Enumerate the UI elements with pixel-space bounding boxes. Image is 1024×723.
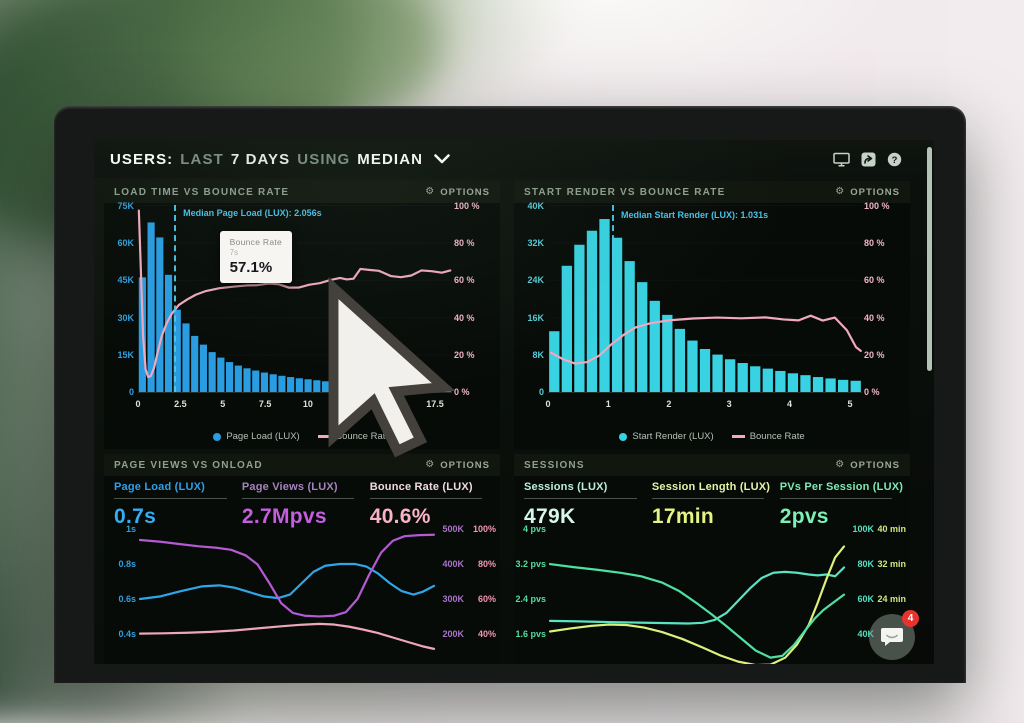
median-annotation: Median Start Render (LUX): 1.031s: [621, 210, 769, 220]
chat-bubble-icon: [881, 628, 903, 646]
panel-start-render: START RENDER VS BOUNCE RATE ⚙ OPTIONS 40K…: [514, 181, 910, 449]
y-axis-right: 100K 40 min 80K 32 min 60K 24 min 40K: [852, 524, 906, 639]
legend: Page Load (LUX) Bounce Rate: [104, 431, 500, 442]
help-icon[interactable]: ?: [887, 152, 902, 167]
options-button[interactable]: ⚙ OPTIONS: [425, 459, 490, 471]
y-axis-left: 40K 32K 24K 16K 8K 0: [527, 201, 544, 397]
scrollbar[interactable]: [927, 147, 932, 371]
share-icon[interactable]: [861, 152, 876, 167]
page-views-chart[interactable]: [140, 526, 434, 664]
y-axis-right: 100 % 80 % 60 % 40 % 20 % 0 %: [454, 201, 480, 397]
median-line: [174, 205, 177, 392]
bounce-rate-tooltip: Bounce Rate 7s 57.1%: [219, 231, 293, 283]
load-time-chart[interactable]: Median Page Load (LUX): 2.056s Bounce Ra…: [138, 205, 455, 458]
start-render-chart[interactable]: Median Start Render (LUX): 1.031s: [548, 205, 862, 393]
svg-text:?: ?: [892, 154, 898, 165]
display-icon[interactable]: [833, 152, 850, 167]
legend: Start Render (LUX) Bounce Rate: [514, 431, 910, 442]
metric-page-load[interactable]: Page Load (LUX) 0.7s: [114, 481, 242, 529]
panel-page-views: PAGE VIEWS VS ONLOAD ⚙ OPTIONS Page Load …: [104, 454, 500, 664]
legend-bounce-rate[interactable]: Bounce Rate: [317, 431, 391, 442]
metric-sessions[interactable]: Sessions (LUX) 479K: [524, 481, 652, 529]
legend-start-render[interactable]: Start Render (LUX): [619, 431, 714, 442]
app-header: USERS: LAST 7 DAYS USING MEDIAN ?: [94, 140, 934, 178]
panel-title: LOAD TIME VS BOUNCE RATE: [114, 186, 290, 198]
metrics-row: Sessions (LUX) 479K Session Length (LUX)…: [524, 481, 908, 529]
y-axis-right: 100 % 80 % 60 % 40 % 20 % 0 %: [864, 201, 890, 397]
y-axis-left: 75K 60K 45K 30K 15K 0: [117, 201, 134, 397]
y-axis-left: 1s 0.8s 0.6s 0.4s: [118, 524, 136, 639]
days-label: 7 DAYS: [230, 150, 291, 168]
panel-load-time: LOAD TIME VS BOUNCE RATE ⚙ OPTIONS 75K 60K…: [104, 181, 500, 458]
metric-session-length[interactable]: Session Length (LUX) 17min: [651, 481, 771, 528]
legend-page-load[interactable]: Page Load (LUX): [213, 431, 300, 442]
metric-pvs-per-session[interactable]: PVs Per Session (LUX) 2pvs: [779, 481, 904, 528]
chat-widget-button[interactable]: 4: [869, 610, 919, 660]
notification-badge: 4: [902, 610, 919, 627]
users-label: USERS:: [110, 150, 174, 168]
metric-page-views[interactable]: Page Views (LUX) 2.7Mpvs: [241, 481, 370, 529]
chevron-down-icon[interactable]: [434, 154, 450, 164]
options-button[interactable]: ⚙ OPTIONS: [425, 186, 490, 198]
panel-title: SESSIONS: [524, 459, 585, 471]
legend-bounce-rate[interactable]: Bounce Rate: [731, 431, 805, 442]
panel-sessions: SESSIONS ⚙ OPTIONS Sessions (LUX) 479K Se…: [514, 454, 910, 664]
gear-icon: ⚙: [425, 459, 436, 470]
metric-bounce-rate[interactable]: Bounce Rate (LUX) 40.6%: [369, 481, 498, 529]
gear-icon: ⚙: [425, 186, 436, 197]
gear-icon: ⚙: [835, 459, 846, 470]
median-line: [612, 205, 615, 392]
options-button[interactable]: ⚙ OPTIONS: [835, 186, 900, 198]
median-label: MEDIAN: [357, 150, 424, 168]
gear-icon: ⚙: [835, 186, 846, 197]
dashboard-screen: USERS: LAST 7 DAYS USING MEDIAN ? LOAD T…: [94, 140, 934, 664]
panel-title: PAGE VIEWS VS ONLOAD: [114, 459, 263, 471]
mouse-cursor: [328, 276, 455, 458]
y-axis-left: 4 pvs 3.2 pvs 2.4 pvs 1.6 pvs: [515, 524, 546, 639]
laptop-frame: USERS: LAST 7 DAYS USING MEDIAN ? LOAD T…: [54, 106, 966, 683]
options-button[interactable]: ⚙ OPTIONS: [835, 459, 900, 471]
dashboard-title-dropdown[interactable]: USERS: LAST 7 DAYS USING MEDIAN: [110, 151, 450, 168]
metrics-row: Page Load (LUX) 0.7s Page Views (LUX) 2.…: [114, 481, 498, 529]
header-icons: ?: [833, 152, 902, 167]
y-axis-right: 500K 100% 400K 80% 300K 60% 200K 40%: [442, 524, 496, 639]
panel-title: START RENDER VS BOUNCE RATE: [524, 186, 726, 198]
sessions-chart[interactable]: [550, 526, 844, 664]
median-annotation: Median Page Load (LUX): 2.056s: [183, 208, 322, 218]
using-label: USING: [297, 150, 351, 168]
last-label: LAST: [180, 150, 224, 168]
